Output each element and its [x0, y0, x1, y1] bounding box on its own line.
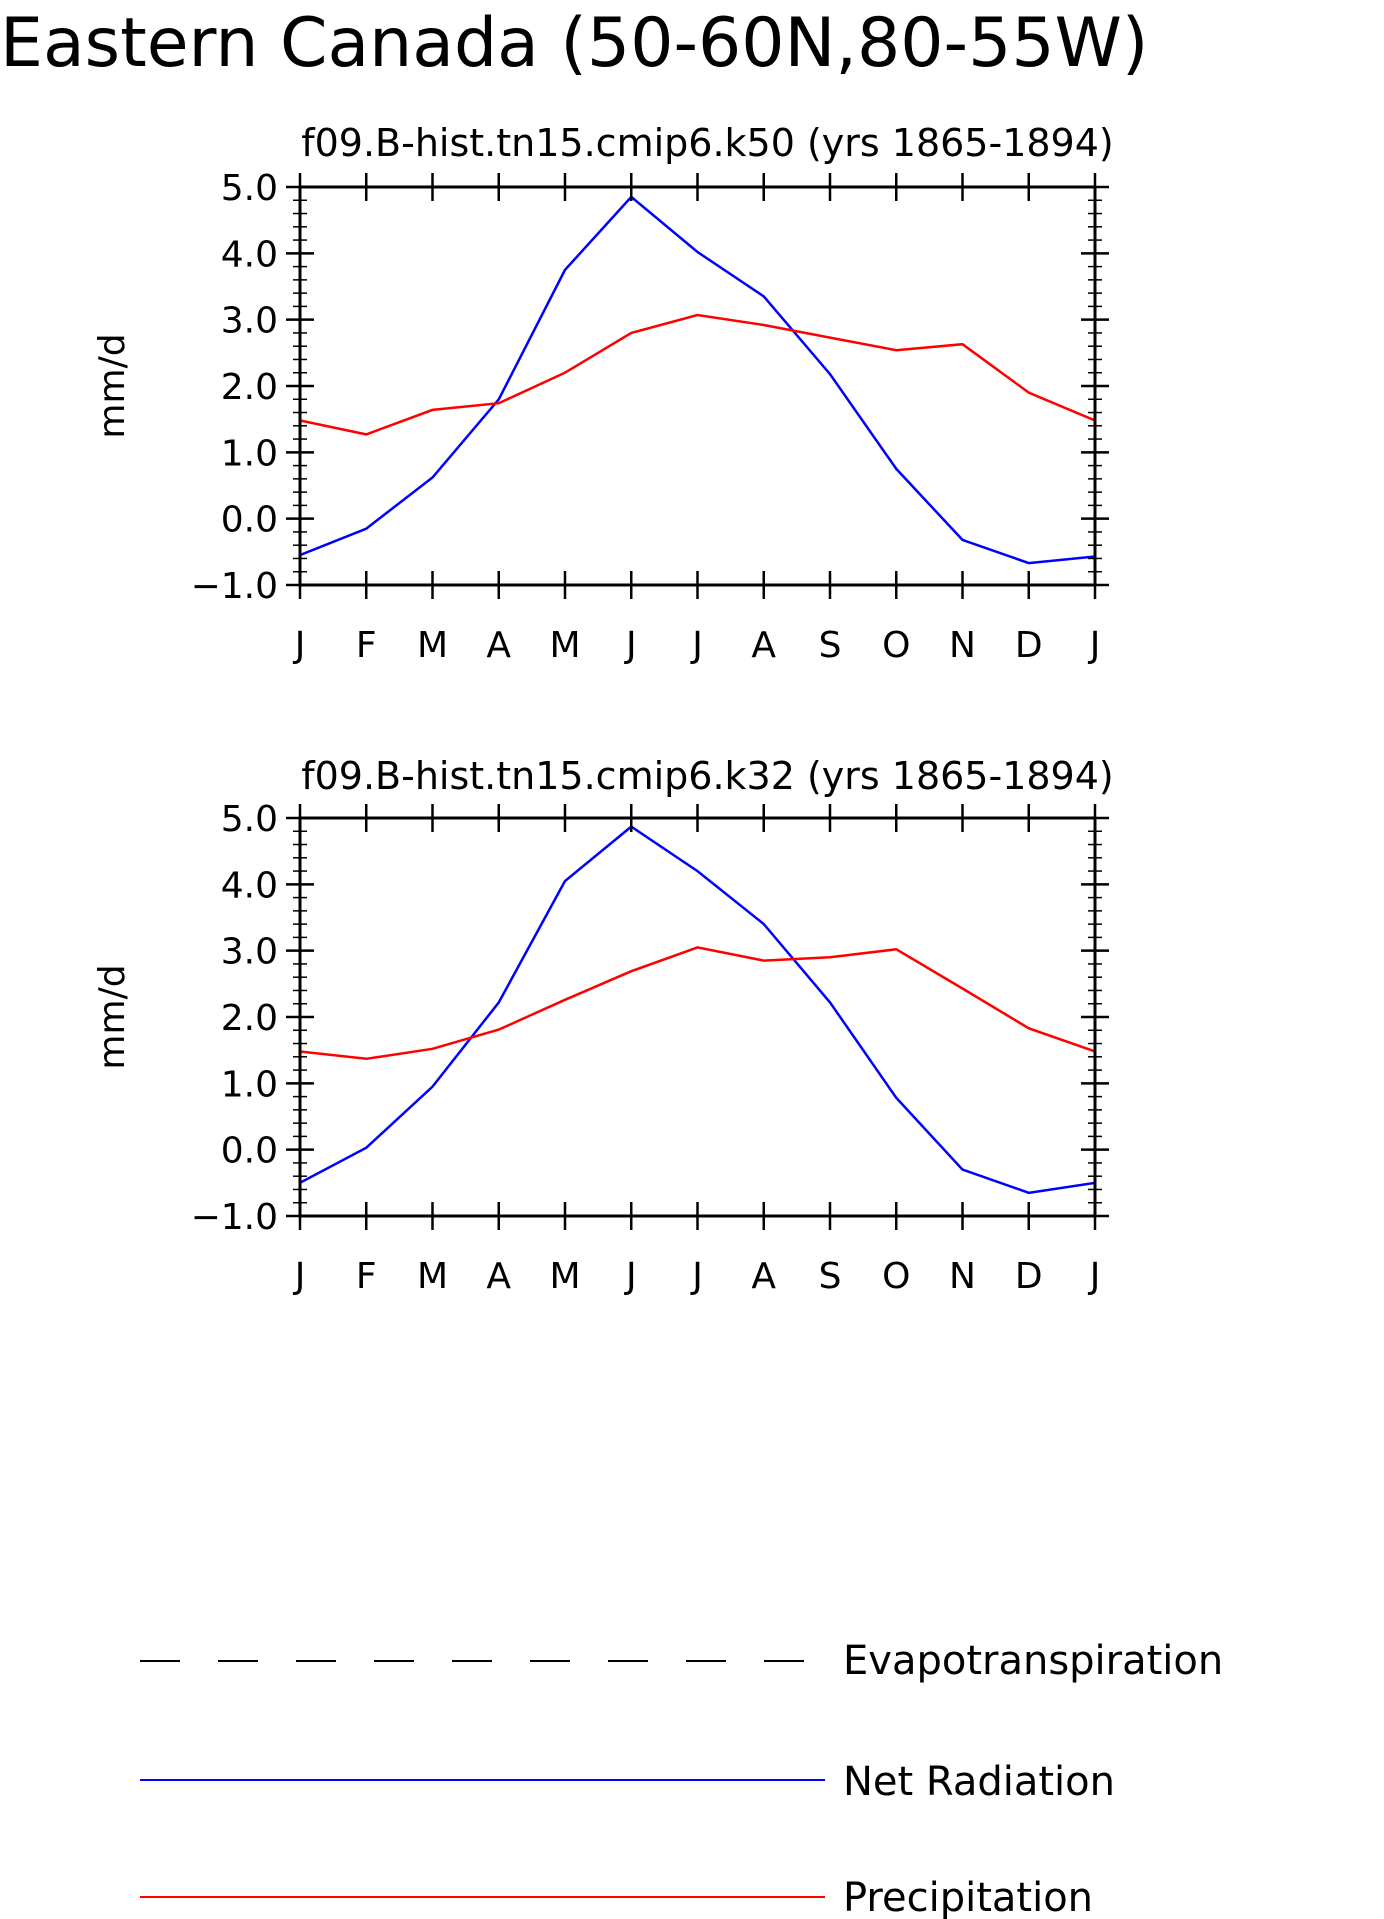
panel-1: f09.B-hist.tn15.cmip6.k50 (yrs 1865-1894…: [92, 121, 1114, 666]
x-tick-label: J: [1088, 625, 1101, 666]
x-tick-label: J: [690, 1256, 703, 1297]
y-tick-label: 0.0: [221, 500, 278, 541]
x-tick-label: J: [293, 1256, 306, 1297]
y-axis-label: mm/d: [92, 964, 133, 1069]
x-tick-label: J: [624, 625, 637, 666]
x-tick-label: D: [1015, 1256, 1043, 1297]
y-tick-label: −1.0: [191, 566, 278, 607]
x-tick-label: N: [949, 1256, 976, 1297]
x-tick-label: F: [356, 1256, 377, 1297]
panel-2: f09.B-hist.tn15.cmip6.k32 (yrs 1865-1894…: [92, 754, 1114, 1297]
x-tick-label: A: [486, 625, 511, 666]
series-line-precipitation: [300, 946, 1095, 1061]
x-tick-label: D: [1015, 625, 1043, 666]
series-line-net-radiation: [300, 825, 1095, 1195]
y-tick-label: 2.0: [221, 998, 278, 1039]
y-tick-label: 1.0: [221, 1064, 278, 1105]
y-axis-label: mm/d: [92, 333, 133, 438]
x-tick-label: M: [417, 625, 448, 666]
panel-title: f09.B-hist.tn15.cmip6.k50 (yrs 1865-1894…: [301, 121, 1113, 165]
x-tick-label: S: [819, 625, 842, 666]
y-tick-label: 1.0: [221, 433, 278, 474]
x-tick-label: A: [486, 1256, 511, 1297]
x-tick-label: J: [624, 1256, 637, 1297]
x-tick-label: A: [751, 1256, 776, 1297]
legend: Evapotranspiration Net Radiation Precipi…: [140, 1638, 1223, 1919]
x-tick-label: M: [417, 1256, 448, 1297]
x-tick-label: M: [549, 625, 580, 666]
y-tick-label: 2.0: [221, 367, 278, 408]
x-tick-label: J: [690, 625, 703, 666]
x-tick-label: M: [549, 1256, 580, 1297]
y-tick-label: 4.0: [221, 865, 278, 906]
y-tick-label: 4.0: [221, 234, 278, 275]
x-tick-label: J: [1088, 1256, 1101, 1297]
series-line-precipitation: [300, 313, 1095, 436]
figure-title: Eastern Canada (50-60N,80-55W): [0, 4, 1148, 83]
panels: f09.B-hist.tn15.cmip6.k50 (yrs 1865-1894…: [92, 121, 1114, 1297]
x-tick-label: N: [949, 625, 976, 666]
plot-frame: [298, 185, 1097, 587]
x-tick-label: S: [819, 1256, 842, 1297]
plot-frame: [298, 816, 1097, 1218]
legend-label-net-radiation: Net Radiation: [843, 1759, 1115, 1805]
legend-label-evapotranspiration: Evapotranspiration: [843, 1638, 1223, 1684]
y-tick-label: −1.0: [191, 1197, 278, 1238]
y-tick-label: 5.0: [221, 168, 278, 209]
series-line-net-radiation: [300, 195, 1095, 565]
x-tick-label: F: [356, 625, 377, 666]
y-tick-label: 0.0: [221, 1131, 278, 1172]
x-tick-label: O: [882, 1256, 910, 1297]
panel-title: f09.B-hist.tn15.cmip6.k32 (yrs 1865-1894…: [301, 754, 1113, 798]
x-tick-label: J: [293, 625, 306, 666]
x-tick-label: O: [882, 625, 910, 666]
legend-label-precipitation: Precipitation: [843, 1875, 1093, 1919]
x-tick-label: A: [751, 625, 776, 666]
y-tick-label: 5.0: [221, 799, 278, 840]
y-tick-label: 3.0: [221, 301, 278, 342]
y-tick-label: 3.0: [221, 932, 278, 973]
